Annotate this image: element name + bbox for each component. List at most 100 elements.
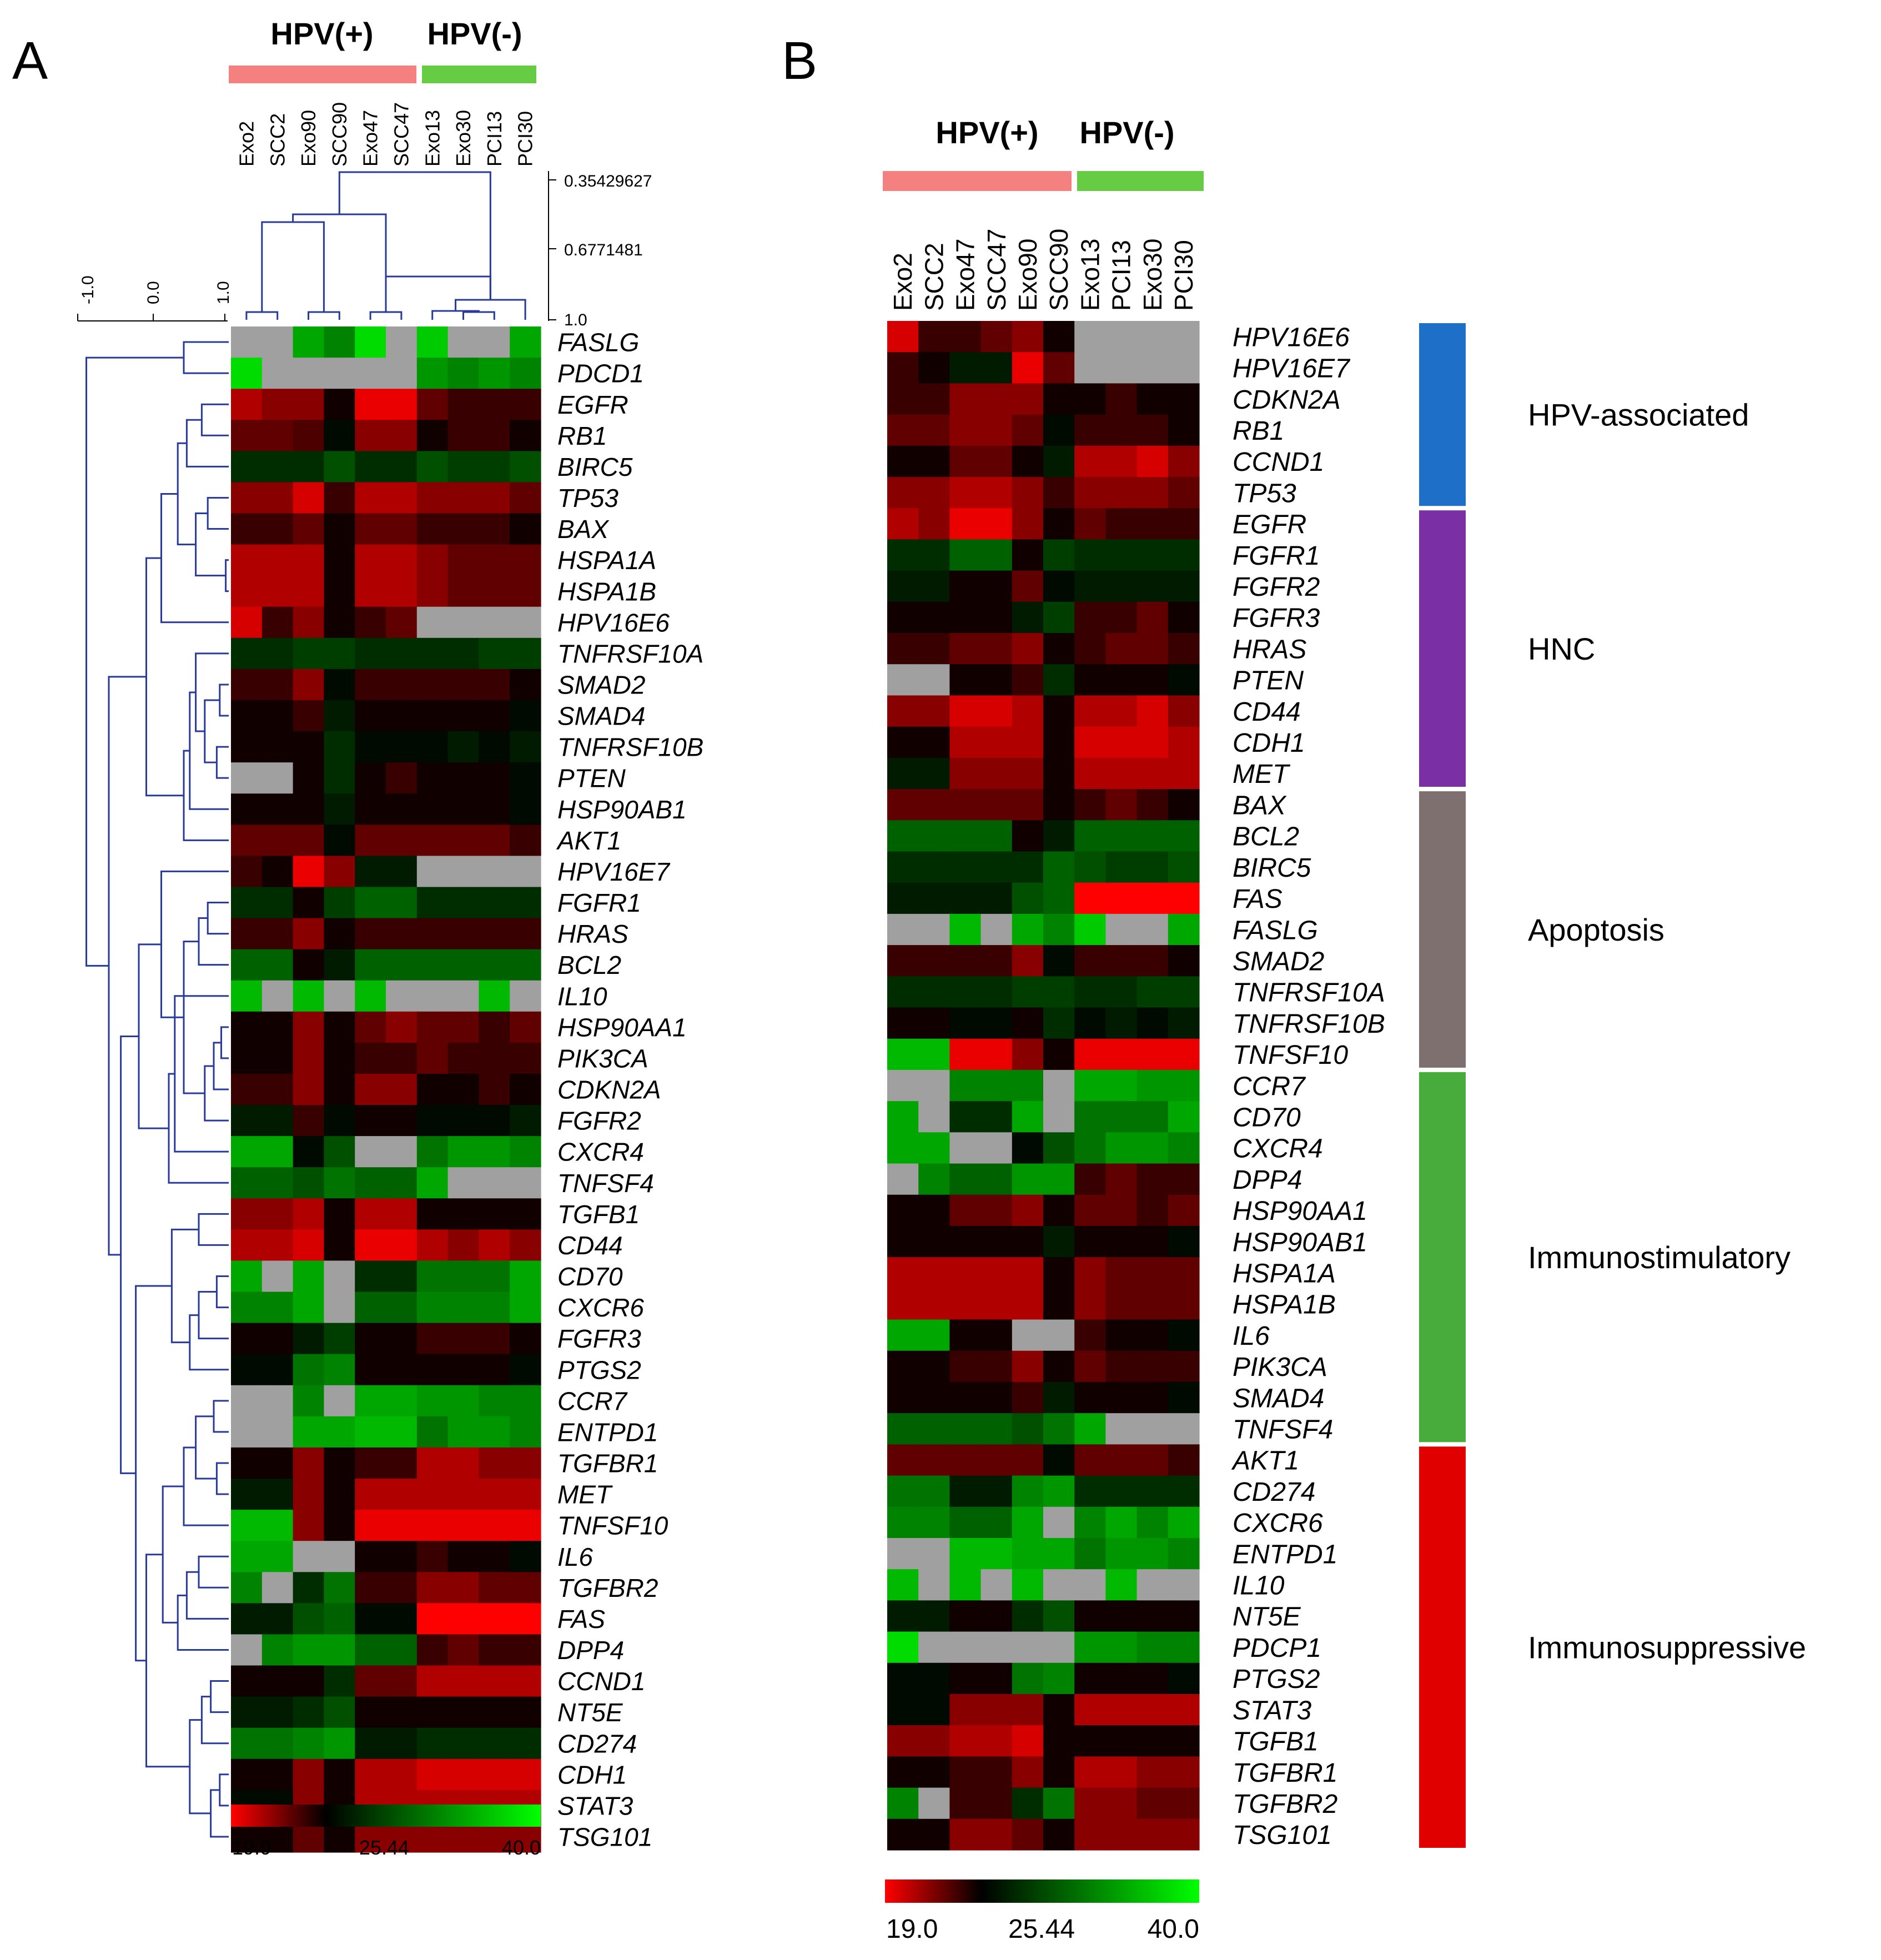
heatmap-cell	[1168, 851, 1200, 883]
heatmap-cell	[1105, 1693, 1138, 1726]
row-label: HRAS	[1233, 635, 1306, 664]
heatmap-cell	[1136, 1194, 1169, 1227]
heatmap-cell	[1168, 820, 1200, 852]
heatmap-cell	[949, 1693, 982, 1726]
heatmap-cell	[479, 451, 510, 483]
heatmap-cell	[1043, 882, 1075, 914]
row-label: CDH1	[557, 1760, 627, 1789]
heatmap-cell	[416, 637, 449, 670]
heatmap-cell	[1168, 913, 1200, 946]
heatmap-cell	[510, 1011, 541, 1043]
heatmap-cell	[887, 1725, 919, 1757]
heatmap-cell	[918, 1506, 950, 1539]
heatmap-cell	[324, 420, 355, 451]
heatmap-cell	[416, 980, 449, 1012]
heatmap-cell	[1105, 1818, 1138, 1851]
heatmap-cell	[980, 1506, 1013, 1539]
heatmap-cell	[1074, 633, 1106, 665]
heatmap-cell	[1043, 664, 1075, 696]
heatmap-cell	[887, 695, 919, 727]
heatmap-cell	[324, 949, 355, 981]
heatmap-cell	[261, 825, 294, 856]
heatmap-cell	[510, 1385, 541, 1417]
heatmap-cell	[887, 1101, 919, 1133]
heatmap-cell	[1074, 1444, 1106, 1476]
heatmap-cell	[1043, 414, 1075, 446]
heatmap-cell	[324, 887, 355, 919]
heatmap-cell	[324, 856, 355, 888]
heatmap-cell	[231, 1634, 263, 1666]
row-label: CD70	[1233, 1103, 1301, 1133]
heatmap-cell	[324, 700, 355, 732]
heatmap-cell	[1043, 352, 1075, 384]
row-label: FAS	[557, 1605, 605, 1634]
heatmap-cell	[293, 918, 324, 950]
heatmap-cell	[1012, 664, 1044, 696]
heatmap-cell	[980, 1475, 1013, 1507]
heatmap-cell	[261, 1603, 294, 1635]
heatmap-cell	[1012, 383, 1044, 415]
heatmap-cell	[1043, 1506, 1075, 1539]
heatmap-cell	[416, 762, 449, 794]
heatmap-cell	[1074, 477, 1106, 509]
category-bar	[1419, 791, 1466, 1068]
heatmap-cell	[324, 1665, 355, 1697]
heatmap-cell	[918, 1413, 950, 1445]
heatmap-cell	[447, 326, 479, 358]
heatmap-cell	[1012, 913, 1044, 946]
panel-b-column-labels: Exo2 SCC2 Exo47 SCC47 Exo90 SCC90 Exo13 PCI13 Ex…	[888, 229, 1198, 311]
heatmap-cell	[386, 1447, 418, 1479]
heatmap-cell	[918, 1631, 950, 1664]
panel-a-scale-max-label: 40.0	[502, 1836, 541, 1859]
heatmap-cell	[949, 1569, 982, 1601]
heatmap-cell	[1012, 352, 1044, 384]
heatmap-cell	[479, 358, 510, 389]
heatmap-cell	[293, 1385, 324, 1417]
heatmap-cell	[386, 1603, 418, 1635]
heatmap-cell	[293, 482, 324, 514]
heatmap-cell	[479, 1603, 510, 1635]
heatmap-cell	[1074, 664, 1106, 696]
heatmap-cell	[447, 1260, 479, 1293]
heatmap-cell	[1105, 976, 1138, 1008]
heatmap-cell	[231, 420, 263, 451]
heatmap-cell	[510, 1603, 541, 1635]
heatmap-cell	[479, 669, 510, 701]
heatmap-cell	[447, 980, 479, 1012]
heatmap-cell	[355, 793, 386, 825]
heatmap-cell	[355, 1291, 386, 1324]
heatmap-cell	[510, 1727, 541, 1760]
row-label: HPV16E7	[557, 857, 670, 886]
panel-a-scale-mid-label: 25.44	[359, 1836, 409, 1859]
heatmap-cell	[1168, 1631, 1200, 1664]
heatmap-cell	[324, 1696, 355, 1728]
heatmap-cell	[1074, 1631, 1106, 1664]
heatmap-cell	[887, 664, 919, 696]
heatmap-cell	[980, 913, 1013, 946]
heatmap-cell	[887, 757, 919, 790]
heatmap-cell	[479, 420, 510, 451]
heatmap-cell	[386, 918, 418, 950]
heatmap-cell	[1043, 1413, 1075, 1445]
heatmap-cell	[1012, 976, 1044, 1008]
heatmap-cell	[1105, 757, 1138, 790]
heatmap-cell	[355, 918, 386, 950]
heatmap-cell	[1012, 1818, 1044, 1851]
row-label: FGFR2	[557, 1107, 641, 1135]
heatmap-cell	[447, 700, 479, 732]
heatmap-cell	[1168, 1101, 1200, 1133]
heatmap-cell	[980, 1350, 1013, 1383]
heatmap-cell	[887, 539, 919, 571]
heatmap-cell	[355, 637, 386, 670]
heatmap-cell	[231, 793, 263, 825]
heatmap-cell	[293, 1510, 324, 1541]
heatmap-cell	[386, 1136, 418, 1168]
heatmap-cell	[980, 601, 1013, 634]
heatmap-cell	[510, 482, 541, 514]
heatmap-cell	[386, 544, 418, 576]
heatmap-cell	[1074, 1756, 1106, 1788]
heatmap-cell	[261, 669, 294, 701]
heatmap-cell	[510, 389, 541, 420]
heatmap-cell	[1105, 820, 1138, 852]
heatmap-cell	[1074, 1787, 1106, 1820]
